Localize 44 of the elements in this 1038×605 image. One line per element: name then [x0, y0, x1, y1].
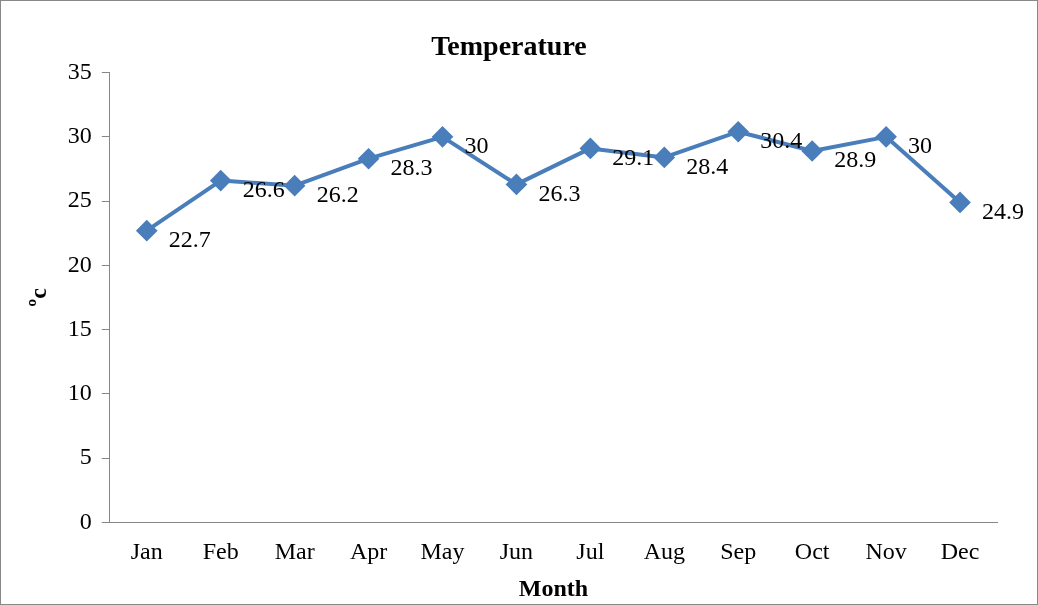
- y-tick-label: 25: [67, 186, 92, 213]
- x-tick-label: May: [420, 538, 465, 565]
- chart-title: Temperature: [431, 30, 587, 62]
- y-tick-label: 20: [67, 250, 92, 277]
- y-tick-label: 10: [67, 379, 92, 406]
- data-label: 26.3: [538, 179, 581, 206]
- point: [876, 126, 897, 147]
- x-tick-label: Nov: [865, 538, 907, 565]
- point: [432, 126, 453, 147]
- data-label: 26.2: [316, 180, 359, 207]
- y-axis-title: ºc: [24, 287, 51, 307]
- y-tick-label: 0: [79, 507, 92, 534]
- data-label: 28.4: [686, 152, 729, 179]
- x-tick-label: Dec: [940, 538, 980, 565]
- x-tick-label: Jan: [130, 538, 163, 565]
- y-tick-label: 5: [79, 443, 92, 470]
- point: [358, 148, 379, 169]
- x-tick-label: Sep: [720, 538, 757, 565]
- x-axis-title: Month: [518, 574, 589, 601]
- data-label: 28.9: [834, 146, 877, 173]
- point: [506, 174, 527, 195]
- x-tick-label: Apr: [349, 538, 388, 565]
- point: [210, 170, 231, 191]
- x-tick-label: Feb: [202, 538, 239, 565]
- y-tick-label: 35: [67, 57, 92, 84]
- point: [580, 138, 601, 159]
- point: [802, 140, 823, 161]
- point: [654, 147, 675, 168]
- point: [284, 175, 305, 196]
- y-tick-label: 15: [67, 314, 92, 341]
- data-label: 30: [464, 132, 489, 159]
- point: [728, 121, 749, 142]
- x-tick-label: Jul: [576, 538, 605, 565]
- x-tick-label: Mar: [274, 538, 315, 565]
- data-label: 24.9: [982, 197, 1025, 224]
- x-tick-label: Jun: [499, 538, 534, 565]
- x-tick-label: Oct: [794, 538, 830, 565]
- point: [950, 192, 971, 213]
- data-label: 22.7: [168, 225, 211, 252]
- x-tick-label: Aug: [643, 538, 685, 565]
- data-label: 30: [908, 132, 933, 159]
- y-tick-label: 30: [67, 122, 92, 149]
- data-label: 28.3: [390, 154, 433, 180]
- point: [136, 220, 157, 241]
